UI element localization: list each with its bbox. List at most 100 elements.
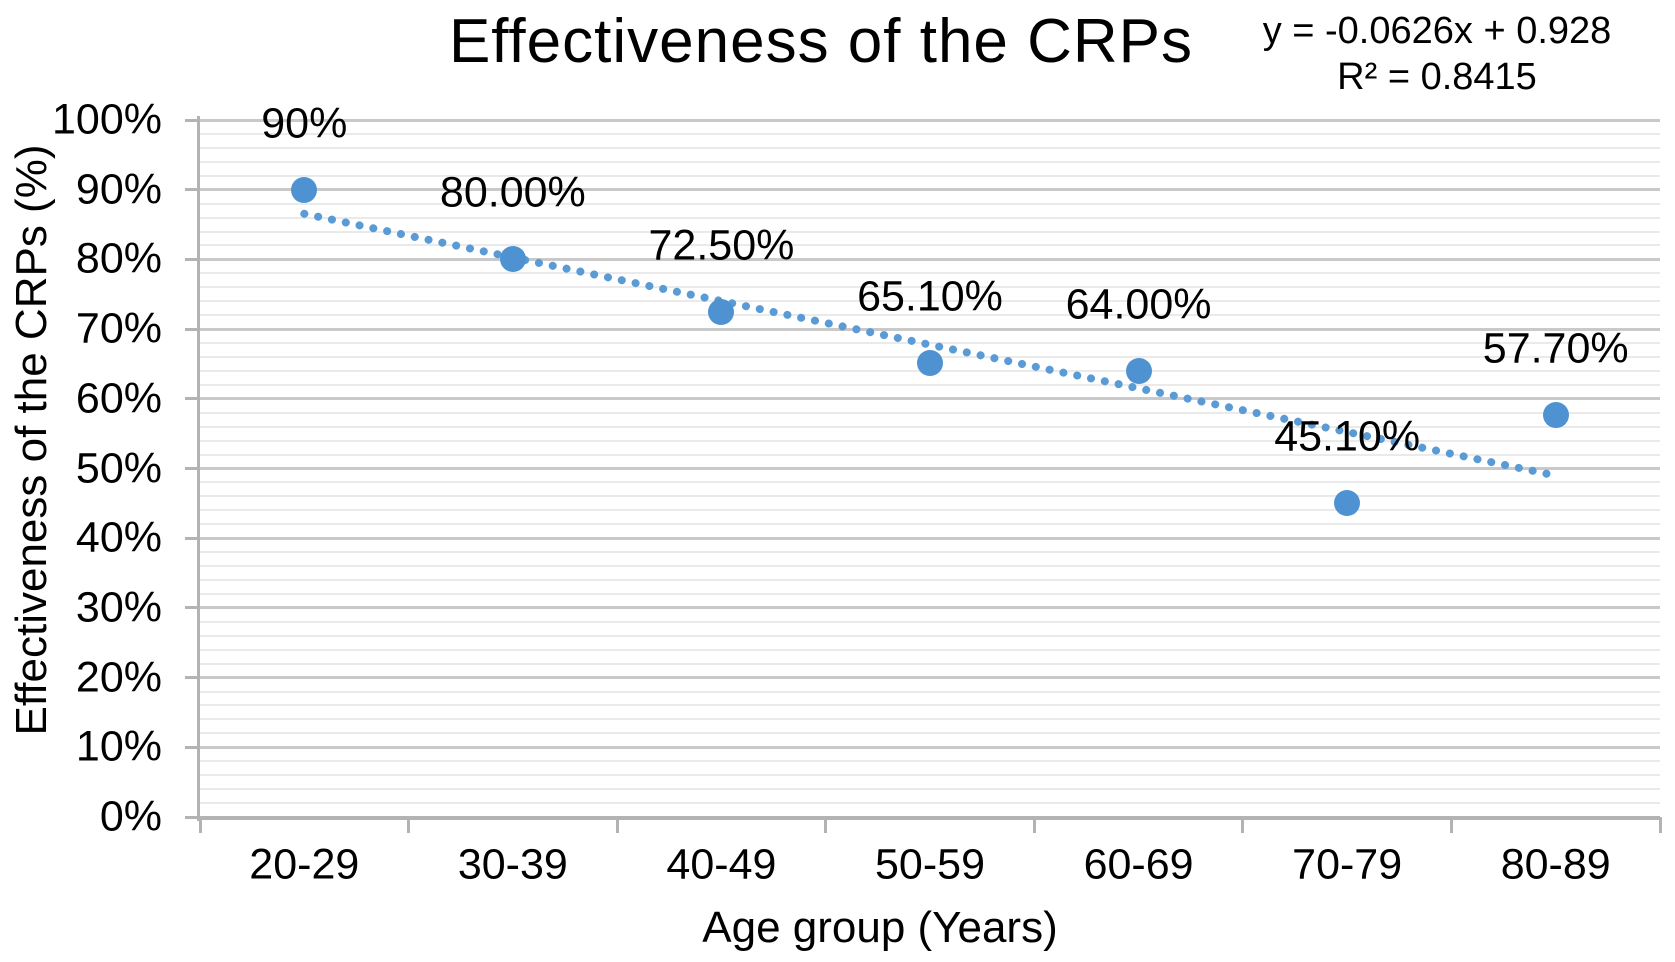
minor-gridline [200,453,1660,456]
x-tick-label: 20-29 [249,840,360,889]
y-tick-label: 10% [75,722,162,771]
major-gridline [200,397,1660,401]
major-gridline [200,745,1660,749]
data-point-marker [291,176,318,203]
minor-gridline [200,383,1660,386]
data-point-label: 64.00% [1065,280,1212,329]
y-tick-label: 50% [75,444,162,492]
minor-gridline [200,718,1660,721]
x-tick-label: 80-89 [1500,840,1611,889]
x-axis-tick [1032,817,1036,833]
major-gridline [200,257,1660,261]
y-axis-tick [185,467,200,470]
x-tick-label: 60-69 [1083,840,1194,889]
minor-gridline [200,411,1660,414]
minor-gridline [200,509,1660,512]
major-gridline [200,606,1660,610]
y-axis-tick [185,327,200,331]
minor-gridline [200,704,1660,707]
y-axis-tick [185,606,200,610]
minor-gridline [200,439,1660,442]
minor-gridline [200,802,1660,805]
minor-gridline [200,788,1660,791]
minor-gridline [200,592,1660,595]
y-tick-label: 20% [75,653,162,702]
minor-gridline [200,146,1660,149]
y-axis-tick [185,815,200,819]
data-point-marker [1125,357,1152,384]
trendline-equation: y = -0.0626x + 0.928 [1262,10,1612,52]
data-point-label: 57.70% [1482,324,1629,373]
data-point-marker [1334,489,1361,516]
x-axis-tick [407,817,411,833]
minor-gridline [200,551,1660,554]
minor-gridline [200,160,1660,163]
minor-gridline [200,342,1660,345]
y-axis-tick [185,676,200,680]
chart-title: Effectiveness of the CRPs [448,7,1194,76]
minor-gridline [200,774,1660,777]
minor-gridline [200,216,1660,219]
y-tick-label: 30% [75,583,162,632]
minor-gridline [200,634,1660,637]
y-axis-line [197,116,200,821]
y-axis-tick [185,188,200,192]
minor-gridline [200,690,1660,693]
minor-gridline [200,565,1660,568]
data-point-label: 90% [261,99,348,148]
minor-gridline [200,620,1660,623]
x-tick-label: 70-79 [1292,840,1403,889]
data-point-label: 80.00% [439,168,586,217]
major-gridline [200,467,1660,470]
x-axis-title: Age group (Years) [702,903,1058,952]
minor-gridline [200,662,1660,665]
minor-gridline [200,495,1660,498]
y-tick-label: 90% [75,165,162,214]
minor-gridline [200,523,1660,526]
major-gridline [200,188,1660,192]
data-point-marker [1542,401,1569,428]
major-gridline [200,676,1660,680]
data-point-label: 65.10% [857,272,1003,321]
data-point-marker [917,350,943,377]
minor-gridline [200,579,1660,582]
y-tick-label: 40% [75,513,162,562]
data-point-label: 45.10% [1274,412,1421,461]
minor-gridline [200,244,1660,247]
minor-gridline [200,732,1660,735]
y-axis-tick [185,397,200,401]
y-axis-tick [185,257,200,261]
x-axis-line [197,816,1660,820]
x-axis-tick [824,817,828,833]
y-tick-label: 80% [75,234,162,283]
major-gridline [200,327,1660,331]
x-axis-tick [198,817,202,833]
y-axis-tick [185,745,200,749]
minor-gridline [200,760,1660,763]
minor-gridline [200,174,1660,177]
x-axis-tick [1658,817,1662,833]
x-tick-label: 30-39 [457,840,568,889]
data-point-marker [499,246,526,273]
x-axis-tick [1449,817,1453,833]
x-tick-label: 40-49 [666,840,777,889]
x-axis-tick [1241,817,1245,833]
minor-gridline [200,230,1660,233]
x-axis-tick [615,817,619,833]
major-gridline [200,118,1660,122]
y-axis-tick [185,536,200,540]
major-gridline [200,536,1660,540]
minor-gridline [200,425,1660,428]
minor-gridline [200,648,1660,651]
trendline-equation-block: y = -0.0626x + 0.928 R² = 0.8415 [1263,8,1612,101]
y-tick-label: 100% [52,95,162,144]
y-tick-label: 0% [99,792,162,841]
minor-gridline [200,202,1660,205]
x-tick-label: 50-59 [875,840,985,889]
y-axis-tick [185,118,200,122]
y-tick-label: 70% [75,304,162,353]
minor-gridline [200,481,1660,484]
trendline-r-squared: R² = 0.8415 [1337,56,1537,99]
